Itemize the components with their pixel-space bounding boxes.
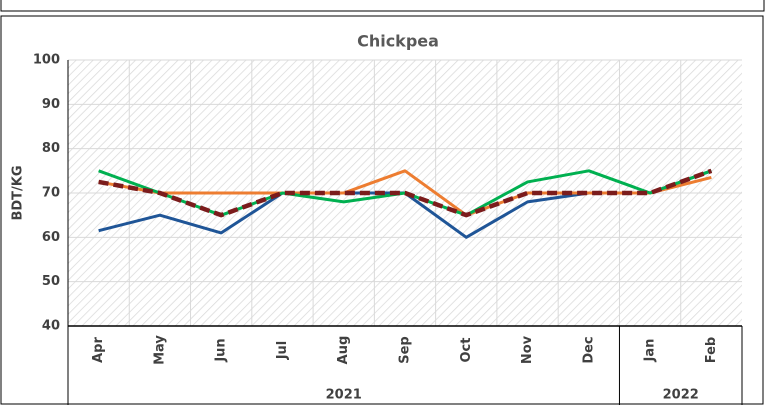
x-group-label: 2021 bbox=[326, 388, 362, 403]
x-tick-label: Aug bbox=[336, 336, 351, 365]
x-tick-label: Oct bbox=[459, 338, 474, 363]
x-tick-label: Feb bbox=[704, 337, 719, 363]
x-tick-label: Jun bbox=[214, 338, 229, 362]
y-tick-label: 80 bbox=[42, 141, 60, 156]
y-tick-label: 60 bbox=[42, 230, 60, 245]
x-group-label: 2022 bbox=[663, 388, 699, 403]
y-tick-label: 70 bbox=[42, 186, 60, 201]
x-tick-label: Jan bbox=[643, 339, 658, 363]
chart-title: Chickpea bbox=[357, 32, 439, 51]
y-tick-label: 40 bbox=[42, 319, 60, 334]
x-tick-label: Dec bbox=[581, 336, 596, 363]
y-tick-label: 90 bbox=[42, 97, 60, 112]
y-tick-label: 50 bbox=[42, 274, 60, 289]
y-axis-label: BDT/KG bbox=[11, 165, 26, 220]
x-tick-label: May bbox=[152, 335, 167, 365]
x-tick-label: Jul bbox=[275, 341, 290, 361]
y-tick-label: 100 bbox=[33, 53, 60, 68]
x-tick-label: Sep bbox=[398, 336, 413, 364]
x-tick-label: Nov bbox=[520, 335, 535, 364]
top-frame bbox=[0, 0, 765, 12]
x-tick-label: Apr bbox=[91, 337, 106, 363]
series-line bbox=[98, 168, 713, 218]
